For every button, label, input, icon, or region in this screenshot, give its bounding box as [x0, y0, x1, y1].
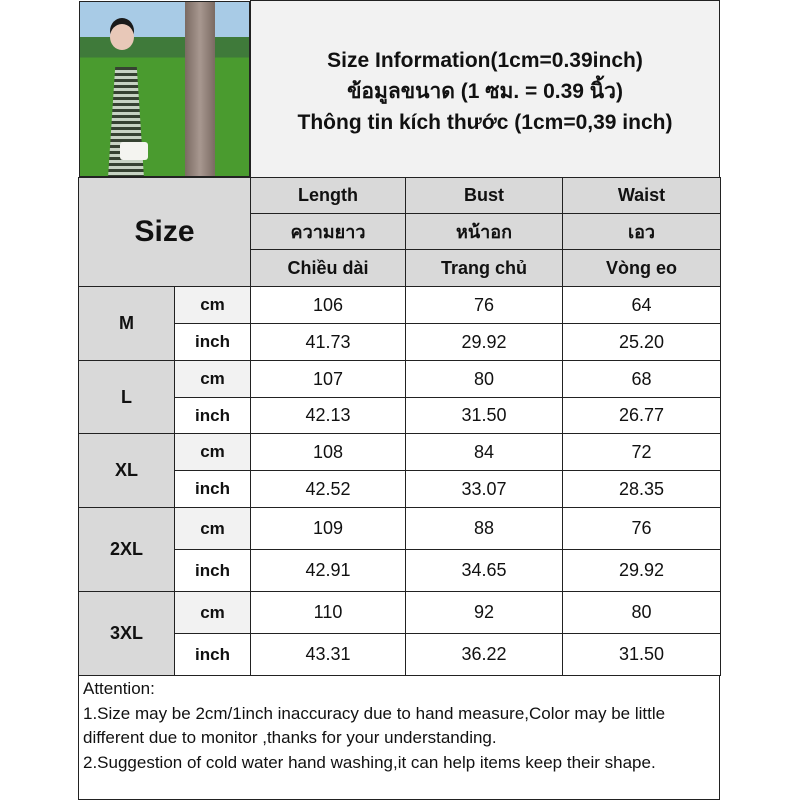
gingham-dress — [108, 67, 144, 176]
value-inch: 42.91 — [250, 549, 406, 592]
product-photo — [79, 1, 250, 177]
model-figure — [110, 24, 134, 50]
value-inch: 31.50 — [405, 397, 563, 434]
size-label: L — [78, 360, 175, 434]
value-cm: 108 — [250, 433, 406, 471]
value-cm: 72 — [562, 433, 721, 471]
unit-inch: inch — [174, 397, 251, 434]
unit-inch: inch — [174, 633, 251, 676]
size-information-header: Size Information(1cm=0.39inch) ข้อมูลขนา… — [250, 0, 720, 178]
unit-cm: cm — [174, 507, 251, 550]
unit-cm: cm — [174, 360, 251, 398]
palm-trunk — [185, 2, 215, 176]
unit-cm: cm — [174, 591, 251, 634]
column-header-en: Length — [250, 177, 406, 214]
value-inch: 26.77 — [562, 397, 721, 434]
value-cm: 107 — [250, 360, 406, 398]
column-header-th: ความยาว — [250, 213, 406, 250]
value-inch: 41.73 — [250, 323, 406, 361]
unit-inch: inch — [174, 470, 251, 508]
column-header-th: หน้าอก — [405, 213, 563, 250]
value-inch: 31.50 — [562, 633, 721, 676]
column-header-en: Waist — [562, 177, 721, 214]
size-label: 3XL — [78, 591, 175, 676]
unit-cm: cm — [174, 286, 251, 324]
value-inch: 29.92 — [562, 549, 721, 592]
attention-notes: Attention: 1.Size may be 2cm/1inch inacc… — [78, 675, 720, 800]
value-inch: 36.22 — [405, 633, 563, 676]
value-inch: 42.52 — [250, 470, 406, 508]
value-cm: 64 — [562, 286, 721, 324]
attention-title: Attention: — [83, 679, 155, 698]
value-inch: 25.20 — [562, 323, 721, 361]
header-thai: ข้อมูลขนาด (1 ซม. = 0.39 นิ้ว) — [347, 80, 623, 103]
header-vietnamese: Thông tin kích thước (1cm=0,39 inch) — [297, 111, 673, 134]
size-label: XL — [78, 433, 175, 508]
unit-inch: inch — [174, 323, 251, 361]
value-cm: 80 — [562, 591, 721, 634]
size-header: Size — [78, 177, 251, 287]
value-inch: 29.92 — [405, 323, 563, 361]
column-header-vi: Trang chủ — [405, 249, 563, 287]
unit-cm: cm — [174, 433, 251, 471]
value-cm: 110 — [250, 591, 406, 634]
attention-note-1: 1.Size may be 2cm/1inch inaccuracy due t… — [83, 703, 666, 748]
value-inch: 42.13 — [250, 397, 406, 434]
value-cm: 109 — [250, 507, 406, 550]
value-cm: 76 — [405, 286, 563, 324]
value-cm: 88 — [405, 507, 563, 550]
value-cm: 106 — [250, 286, 406, 324]
handbag — [120, 142, 148, 160]
size-label: 2XL — [78, 507, 175, 592]
value-cm: 80 — [405, 360, 563, 398]
value-cm: 76 — [562, 507, 721, 550]
value-cm: 84 — [405, 433, 563, 471]
column-header-vi: Vòng eo — [562, 249, 721, 287]
attention-note-2: 2.Suggestion of cold water hand washing,… — [83, 752, 656, 772]
value-cm: 68 — [562, 360, 721, 398]
value-inch: 43.31 — [250, 633, 406, 676]
header-english: Size Information(1cm=0.39inch) — [327, 49, 643, 72]
column-header-en: Bust — [405, 177, 563, 214]
value-cm: 92 — [405, 591, 563, 634]
column-header-vi: Chiều dài — [250, 249, 406, 287]
size-label: M — [78, 286, 175, 361]
value-inch: 28.35 — [562, 470, 721, 508]
value-inch: 33.07 — [405, 470, 563, 508]
column-header-th: เอว — [562, 213, 721, 250]
unit-inch: inch — [174, 549, 251, 592]
value-inch: 34.65 — [405, 549, 563, 592]
